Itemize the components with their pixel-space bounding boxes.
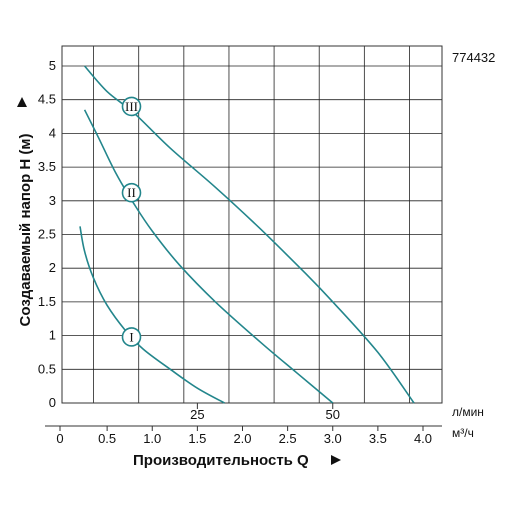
y-tick-label: 3 [49,193,56,208]
y-tick-label: 4 [49,125,56,140]
x-unit-lmin: л/мин [452,405,484,419]
x-tick-label-m3h: 2.0 [233,431,251,446]
chart-code: 774432 [452,50,495,65]
y-axis-title: Создаваемый напор H (м) [17,134,34,327]
y-tick-label: 5 [49,58,56,73]
y-tick-label: 1.5 [38,294,56,309]
y-tick-label: 1 [49,328,56,343]
grid-lines [62,46,442,404]
y-tick-label: 0 [49,395,56,410]
curve-II [83,109,334,404]
x-tick-label-m3h: 0.5 [98,431,116,446]
curve-III [83,65,415,404]
y-axis-title-group: Создаваемый напор H (м) [17,134,34,327]
curve-label-II: II [127,185,136,200]
x-tick-label-m3h: 1.5 [188,431,206,446]
y-tick-label: 3.5 [38,159,56,174]
curve-label-I: I [129,329,133,344]
x-axis-arrow-icon [331,455,341,465]
y-tick-labels: 0 0.5 1 1.5 2 2.5 3 3.5 4 4.5 5 [38,58,56,410]
curve-label-III: III [125,99,138,114]
plot-frame [61,45,443,404]
curve-label-circle-I [121,327,142,347]
curve-I [79,226,225,404]
x-tick-label-lmin: 25 [190,407,204,422]
x-tick-label-lmin: 50 [326,407,340,422]
x-tick-label-m3h: 2.5 [279,431,297,446]
x-axis-title: Производительность Q [133,452,309,469]
x-unit-m3h: м³/ч [452,426,474,440]
y-tick-label: 2.5 [38,227,56,242]
curve-label-circle-II [121,182,142,203]
x-tick-label-m3h: 3.0 [324,431,342,446]
y-tick-label: 4.5 [38,92,56,107]
x-tick-labels-m3h: 0 0.5 1.0 1.5 2.0 2.5 3.0 3.5 4.0 [56,426,432,446]
x-tick-label-m3h: 3.5 [369,431,387,446]
x-tick-labels-lmin: 25 50 [190,403,340,422]
x-tick-label-m3h: 0 [56,431,63,446]
y-tick-label: 0.5 [38,361,56,376]
curve-label-circle-III [121,96,142,117]
x-tick-label-m3h: 1.0 [143,431,161,446]
x-tick-label-m3h: 4.0 [414,431,432,446]
y-axis-arrow-icon [17,97,27,107]
y-tick-label: 2 [49,260,56,275]
